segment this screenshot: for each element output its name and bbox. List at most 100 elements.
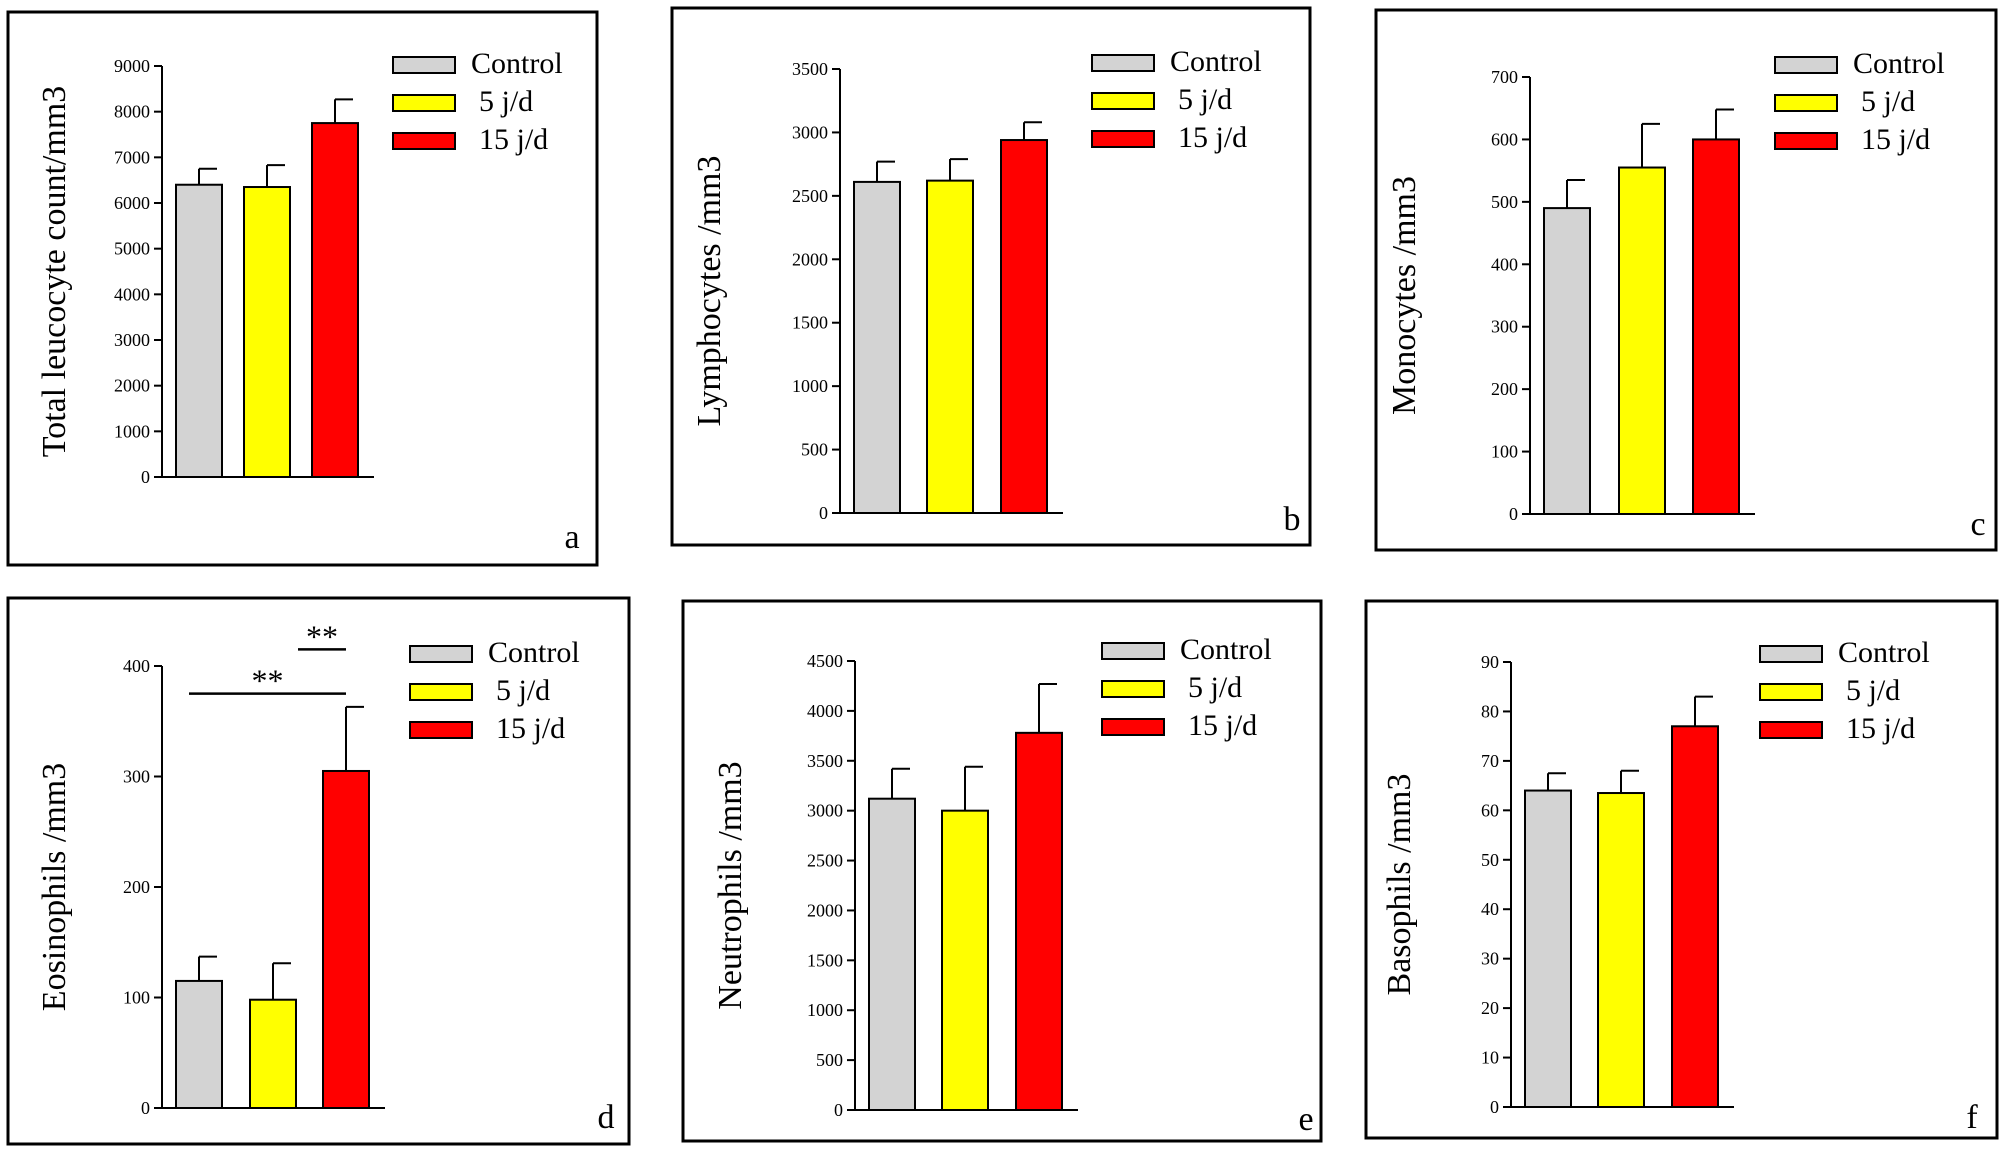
bar-15-j-d bbox=[1015, 731, 1063, 1112]
legend-swatch bbox=[1774, 56, 1838, 74]
y-axis-label: Basophils /mm3 bbox=[1381, 774, 1418, 996]
legend-label: 5 j/d bbox=[496, 674, 550, 707]
y-tick-label: 10 bbox=[1481, 1048, 1499, 1068]
legend-label: 15 j/d bbox=[496, 712, 565, 745]
chart-panel-d: 0 100 200 300 400 Eosinophils /mm3 Control 5 j/… bbox=[6, 596, 631, 1146]
chart-panel-e: 0 500 1000 1500 2000 2500 3000 3500 4000 4500 Neut… bbox=[681, 599, 1323, 1143]
y-tick-label: 100 bbox=[1491, 442, 1518, 462]
y-axis-label: Monocytes /mm3 bbox=[1386, 176, 1423, 415]
y-tick-label: 300 bbox=[1491, 317, 1518, 337]
chart-panel-a: 0 1000 2000 3000 4000 5000 6000 7000 8000 9000 Tot… bbox=[6, 10, 599, 567]
legend-label: Control bbox=[1170, 45, 1262, 78]
bar-15-j-d bbox=[311, 122, 359, 478]
legend-swatch bbox=[1101, 680, 1165, 698]
y-tick-label: 400 bbox=[123, 656, 150, 676]
panel-label: e bbox=[1298, 1101, 1313, 1138]
legend-swatch bbox=[1759, 721, 1823, 739]
y-tick-label: 0 bbox=[141, 467, 150, 487]
y-tick-label: 30 bbox=[1481, 949, 1499, 969]
panel-frame bbox=[6, 10, 599, 567]
y-tick-label: 4000 bbox=[807, 701, 843, 721]
y-tick-label: 3500 bbox=[792, 59, 828, 79]
legend-label: 5 j/d bbox=[1188, 671, 1242, 704]
legend-swatch bbox=[392, 132, 456, 150]
bar-control bbox=[1543, 207, 1591, 515]
y-tick-label: 600 bbox=[1491, 129, 1518, 149]
bar-5-j-d bbox=[243, 186, 291, 478]
y-tick-label: 0 bbox=[1509, 504, 1518, 524]
legend-label: 15 j/d bbox=[1188, 709, 1257, 742]
significance-label: ** bbox=[252, 663, 284, 699]
bar-15-j-d bbox=[1671, 725, 1719, 1108]
y-tick-label: 2500 bbox=[807, 851, 843, 871]
legend-label: 5 j/d bbox=[1178, 83, 1232, 116]
chart-panel-f: 0 10 20 30 40 50 60 70 80 90 Basophils /mm3 Control… bbox=[1364, 599, 1999, 1140]
y-tick-label: 8000 bbox=[114, 102, 150, 122]
y-tick-label: 400 bbox=[1491, 254, 1518, 274]
y-tick-label: 4000 bbox=[114, 284, 150, 304]
legend-swatch bbox=[1101, 718, 1165, 736]
y-tick-label: 40 bbox=[1481, 899, 1499, 919]
y-tick-label: 4500 bbox=[807, 651, 843, 671]
y-tick-label: 3000 bbox=[807, 801, 843, 821]
panel-frame bbox=[1374, 8, 1998, 552]
y-axis-label: Eosinophils /mm3 bbox=[36, 763, 73, 1011]
y-tick-label: 1000 bbox=[114, 421, 150, 441]
y-tick-label: 3500 bbox=[807, 751, 843, 771]
chart-panel-b: 0 500 1000 1500 2000 2500 3000 3500 Lymphocytes … bbox=[670, 6, 1312, 547]
bar-15-j-d bbox=[1000, 139, 1048, 514]
panel-label: a bbox=[564, 519, 579, 556]
legend-swatch bbox=[1774, 94, 1838, 112]
y-axis-label: Lymphocytes /mm3 bbox=[691, 155, 728, 426]
y-tick-label: 3000 bbox=[792, 122, 828, 142]
legend-swatch bbox=[1091, 92, 1155, 110]
panel-label: b bbox=[1284, 501, 1301, 538]
y-tick-label: 6000 bbox=[114, 193, 150, 213]
legend-label: 15 j/d bbox=[1178, 121, 1247, 154]
y-tick-label: 2000 bbox=[792, 249, 828, 269]
y-tick-label: 7000 bbox=[114, 147, 150, 167]
y-tick-label: 100 bbox=[123, 988, 150, 1008]
y-tick-label: 0 bbox=[819, 503, 828, 523]
significance-label: ** bbox=[306, 618, 338, 654]
bar-control bbox=[175, 183, 223, 478]
y-tick-label: 1000 bbox=[792, 376, 828, 396]
legend-label: 5 j/d bbox=[1846, 674, 1900, 707]
legend-swatch bbox=[392, 56, 456, 74]
bar-5-j-d bbox=[941, 809, 989, 1112]
y-tick-label: 300 bbox=[123, 767, 150, 787]
legend-swatch bbox=[409, 683, 473, 701]
legend-label: 15 j/d bbox=[1861, 123, 1930, 156]
legend-label: 5 j/d bbox=[479, 85, 533, 118]
bar-5-j-d bbox=[249, 998, 297, 1110]
panel-label: d bbox=[598, 1099, 615, 1136]
legend-swatch bbox=[1774, 132, 1838, 150]
y-tick-label: 0 bbox=[834, 1100, 843, 1120]
legend-swatch bbox=[409, 721, 473, 739]
legend-swatch bbox=[1101, 642, 1165, 660]
legend-swatch bbox=[409, 645, 473, 663]
y-tick-label: 50 bbox=[1481, 850, 1499, 870]
y-tick-label: 3000 bbox=[114, 330, 150, 350]
legend-swatch bbox=[392, 94, 456, 112]
panel-label: c bbox=[1970, 506, 1985, 543]
panel-frame bbox=[1364, 599, 1999, 1140]
bar-control bbox=[853, 180, 901, 514]
legend-label: 15 j/d bbox=[479, 123, 548, 156]
y-tick-label: 500 bbox=[801, 440, 828, 460]
legend-swatch bbox=[1759, 645, 1823, 663]
legend-swatch bbox=[1091, 130, 1155, 148]
y-tick-label: 0 bbox=[1490, 1097, 1499, 1117]
y-tick-label: 1500 bbox=[792, 313, 828, 333]
legend-label: 15 j/d bbox=[1846, 712, 1915, 745]
bar-5-j-d bbox=[1618, 166, 1666, 515]
bar-control bbox=[1524, 789, 1572, 1108]
bar-5-j-d bbox=[1597, 792, 1645, 1108]
y-axis-label: Total leucocyte count/mm3 bbox=[36, 86, 73, 458]
y-tick-label: 70 bbox=[1481, 751, 1499, 771]
bar-15-j-d bbox=[322, 769, 370, 1109]
legend-label: 5 j/d bbox=[1861, 85, 1915, 118]
chart-panel-c: 0 100 200 300 400 500 600 700 Monocytes /mm3 Cont… bbox=[1374, 8, 1998, 552]
panel-frame bbox=[6, 596, 631, 1146]
